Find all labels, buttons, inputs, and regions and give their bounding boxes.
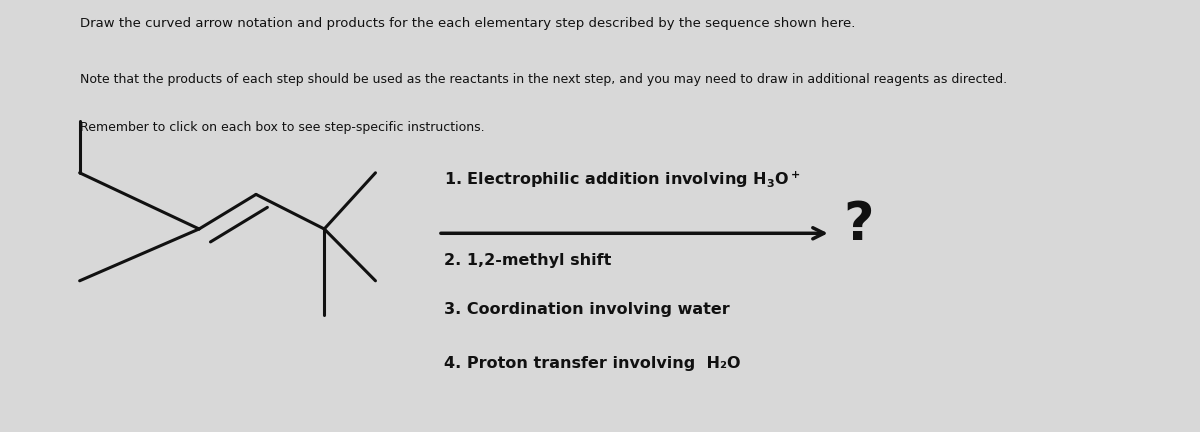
Text: Remember to click on each box to see step-specific instructions.: Remember to click on each box to see ste… — [79, 121, 485, 134]
Text: Note that the products of each step should be used as the reactants in the next : Note that the products of each step shou… — [79, 73, 1007, 86]
Text: 1. Electrophilic addition involving $\mathregular{H_3O^+}$: 1. Electrophilic addition involving $\ma… — [444, 170, 800, 190]
Text: Draw the curved arrow notation and products for the each elementary step describ: Draw the curved arrow notation and produ… — [79, 17, 856, 30]
Text: ?: ? — [844, 199, 875, 251]
Text: 4. Proton transfer involving  H₂O: 4. Proton transfer involving H₂O — [444, 356, 740, 372]
Text: 2. 1,2-methyl shift: 2. 1,2-methyl shift — [444, 253, 611, 268]
Text: 3. Coordination involving water: 3. Coordination involving water — [444, 302, 730, 318]
